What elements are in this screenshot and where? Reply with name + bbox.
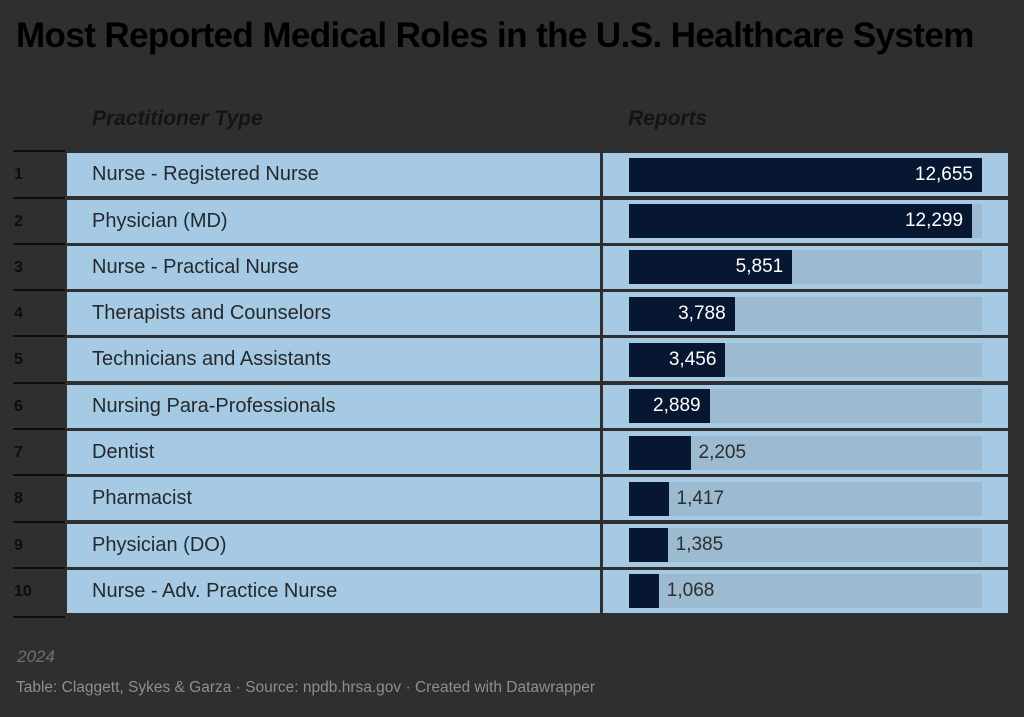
table-row: 8 Pharmacist 1,417 xyxy=(0,474,1008,521)
table-row: 1 Nurse - Registered Nurse 12,655 xyxy=(0,150,1008,197)
reports-bar-cell: 12,299 xyxy=(603,199,1008,243)
report-bar xyxy=(629,528,668,563)
datawrapper-credit: Created with Datawrapper xyxy=(414,679,596,696)
attribution-line: Table: Claggett, Sykes & Garza · Source:… xyxy=(16,679,595,697)
bar-track: 3,456 xyxy=(629,342,982,377)
separator-dot: · xyxy=(405,679,411,696)
row-rank: 4 xyxy=(0,289,67,335)
report-bar: 2,889 xyxy=(629,389,710,424)
table-row: 10 Nurse - Adv. Practice Nurse 1,068 xyxy=(0,566,1008,613)
bar-value-inside: 3,788 xyxy=(678,302,726,324)
reports-bar-cell: 12,655 xyxy=(603,153,1008,197)
table-row: 7 Dentist 2,205 xyxy=(0,428,1008,475)
bar-value-inside: 3,456 xyxy=(668,348,717,370)
bar-value-inside: 12,299 xyxy=(904,210,964,232)
practitioner-type-cell: Therapists and Counselors xyxy=(67,292,600,336)
reports-bar-cell: 1,385 xyxy=(603,523,1008,567)
practitioner-type-cell: Technicians and Assistants xyxy=(67,338,600,382)
row-rank: 2 xyxy=(0,196,67,243)
bar-value-inside: 12,655 xyxy=(914,163,973,185)
column-header-practitioner-type: Practitioner Type xyxy=(92,107,263,130)
bar-track: 2,889 xyxy=(629,389,982,424)
bar-track: 2,205 xyxy=(629,435,982,470)
table-row: 9 Physician (DO) 1,385 xyxy=(0,520,1008,567)
column-header-reports: Reports xyxy=(628,107,708,130)
table-row: 2 Physician (MD) 12,299 xyxy=(0,196,1008,243)
table-row: 5 Technicians and Assistants 3,456 xyxy=(0,335,1008,382)
report-bar: 3,788 xyxy=(629,296,735,331)
reports-bar-cell: 3,788 xyxy=(603,292,1008,336)
source-label: Source: xyxy=(245,679,299,696)
report-bar xyxy=(629,574,659,609)
practitioner-type-cell: Nurse - Registered Nurse xyxy=(67,153,600,197)
source-link[interactable]: npdb.hrsa.gov xyxy=(302,679,402,696)
footnote-year: 2024 xyxy=(17,647,55,666)
bar-value-inside: 2,889 xyxy=(653,395,701,417)
table-row: 4 Therapists and Counselors 3,788 xyxy=(0,289,1008,336)
row-rank: 3 xyxy=(0,242,67,289)
row-rank: 7 xyxy=(0,428,67,474)
reports-bar-cell: 1,068 xyxy=(603,569,1008,613)
practitioner-type-cell: Nurse - Practical Nurse xyxy=(67,245,600,289)
practitioner-type-cell: Nursing Para-Professionals xyxy=(67,384,600,428)
bar-value-outside: 1,385 xyxy=(675,534,724,556)
reports-bar-cell: 2,205 xyxy=(603,431,1008,475)
bar-track: 1,417 xyxy=(629,481,982,516)
report-bar: 12,299 xyxy=(629,204,973,239)
bar-value-inside: 5,851 xyxy=(735,256,784,278)
report-bar: 3,456 xyxy=(629,342,726,377)
practitioner-type-cell: Nurse - Adv. Practice Nurse xyxy=(67,569,600,613)
row-rank: 1 xyxy=(0,150,67,196)
table-row: 3 Nurse - Practical Nurse 5,851 xyxy=(0,242,1008,289)
bar-value-outside: 2,205 xyxy=(698,441,747,463)
bar-track: 5,851 xyxy=(629,250,982,285)
reports-bar-cell: 3,456 xyxy=(603,338,1008,382)
row-rank: 5 xyxy=(0,335,67,381)
chart-title: Most Reported Medical Roles in the U.S. … xyxy=(16,16,974,55)
ranked-bar-table: 1 Nurse - Registered Nurse 12,655 2 Phys… xyxy=(0,150,1008,619)
bar-track: 3,788 xyxy=(629,296,982,331)
bar-track: 1,385 xyxy=(629,528,982,563)
table-credit: Table: Claggett, Sykes & Garza xyxy=(16,679,232,696)
row-rank: 8 xyxy=(0,474,67,520)
practitioner-type-cell: Dentist xyxy=(67,431,600,475)
table-bottom-rule xyxy=(13,616,65,619)
report-bar xyxy=(629,481,669,516)
row-rank: 9 xyxy=(0,520,67,567)
row-rank: 6 xyxy=(0,381,67,428)
separator-dot: · xyxy=(235,679,241,696)
reports-bar-cell: 5,851 xyxy=(603,245,1008,289)
report-bar xyxy=(629,435,691,470)
practitioner-type-cell: Physician (MD) xyxy=(67,199,600,243)
practitioner-type-cell: Physician (DO) xyxy=(67,523,600,567)
bar-value-outside: 1,068 xyxy=(666,580,715,602)
bar-value-outside: 1,417 xyxy=(676,487,725,509)
reports-bar-cell: 2,889 xyxy=(603,384,1008,428)
table-rows: 1 Nurse - Registered Nurse 12,655 2 Phys… xyxy=(0,150,1008,613)
report-bar: 12,655 xyxy=(629,157,982,192)
bar-track: 12,299 xyxy=(629,204,982,239)
reports-bar-cell: 1,417 xyxy=(603,477,1008,521)
report-bar: 5,851 xyxy=(629,250,793,285)
row-rank: 10 xyxy=(0,566,67,613)
table-row: 6 Nursing Para-Professionals 2,889 xyxy=(0,381,1008,428)
bar-track: 1,068 xyxy=(629,574,982,609)
practitioner-type-cell: Pharmacist xyxy=(67,477,600,521)
bar-track: 12,655 xyxy=(629,157,982,192)
